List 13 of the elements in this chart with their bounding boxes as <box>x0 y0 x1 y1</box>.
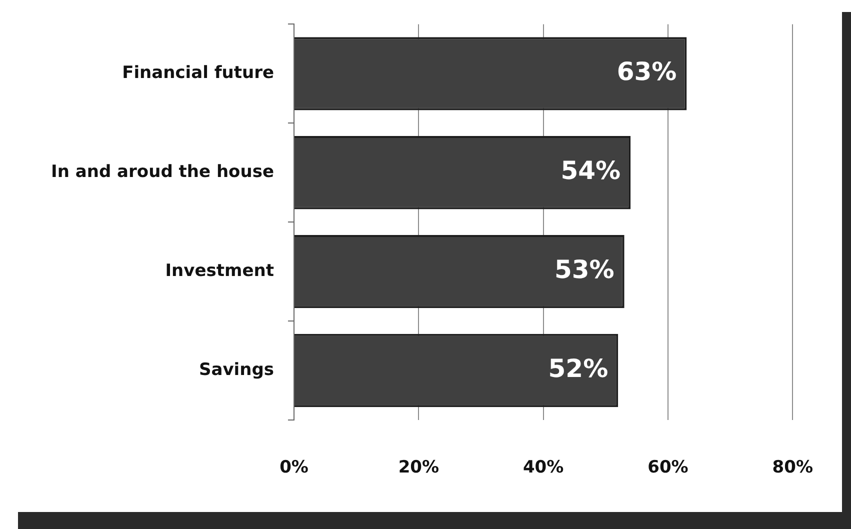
x-tick-label: 0% <box>280 458 308 478</box>
x-tick-label: 20% <box>398 458 440 478</box>
x-tick-label: 40% <box>522 458 564 478</box>
y-tick-label: Savings <box>198 360 274 380</box>
x-tick-label: 60% <box>648 458 688 478</box>
data-label: 63% <box>616 57 677 86</box>
x-tick-label: 80% <box>772 458 814 478</box>
data-label: 53% <box>554 255 614 284</box>
data-label: 52% <box>548 354 608 384</box>
data-label: 54% <box>560 156 621 186</box>
y-tick-label: Investment <box>165 260 274 281</box>
y-tick-label: Financial future <box>122 63 274 84</box>
y-tick-label: In and aroud the house <box>51 162 274 182</box>
